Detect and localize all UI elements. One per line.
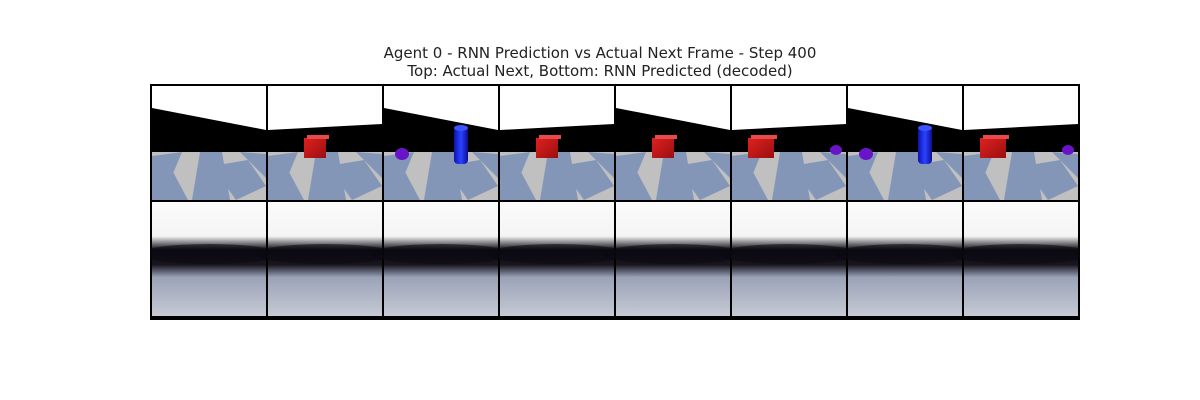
floor-tile [1024,160,1078,200]
red-box-top [307,135,329,139]
floor-tile [676,160,730,200]
floor-tile [308,152,346,200]
floor-tile [268,170,304,200]
actual-frame [616,86,730,200]
frame-grid [150,84,1080,320]
actual-frame [732,86,846,200]
actual-frame [500,86,614,200]
floor-tile [908,160,962,200]
red-box-top [983,135,1009,139]
red-box [304,138,326,158]
floor-tile [240,152,266,178]
actual-frame [964,86,1078,200]
floor-tile [444,160,498,200]
blue-cylinder [454,128,468,164]
floor-tile [540,152,578,200]
predicted-wall-blur [719,244,859,264]
floor-tile [616,170,652,200]
predicted-wall-blur [371,244,511,264]
floor-tile [212,160,266,200]
predicted-frame [835,202,975,316]
floor-tile [792,160,846,200]
floor-tile [848,170,884,200]
floor-tile [560,160,614,200]
red-box-top [539,135,561,139]
predicted-frame [487,202,627,316]
blue-cylinder-top [918,125,932,131]
floor-tile [964,170,1000,200]
purple-sphere [1062,145,1074,155]
figure-title-line1: Agent 0 - RNN Prediction vs Actual Next … [383,44,817,62]
floor-tile [936,152,962,178]
floor-tile [500,170,536,200]
predicted-wall-blur [255,244,395,264]
predicted-frame [603,202,743,316]
predicted-frame [719,202,859,316]
floor-tile [704,152,730,178]
predicted-frame [371,202,511,316]
floor-tile [384,170,420,200]
figure-title-line2: Top: Actual Next, Bottom: RNN Predicted … [407,62,793,80]
floor-tile [888,152,926,200]
predicted-frame [255,202,395,316]
actual-frame [384,86,498,200]
floor-tile [1004,152,1042,200]
floor-tile [732,170,768,200]
floor-tile [1052,152,1078,178]
predicted-wall-blur [150,244,279,264]
floor-tile [192,152,230,200]
floor-tile [656,152,694,200]
red-box-top [655,135,677,139]
actual-frame [152,86,266,200]
predicted-wall-blur [603,244,743,264]
floor-tile [356,152,382,178]
blue-cylinder [918,128,932,164]
red-box-top [751,135,777,139]
purple-sphere [830,145,842,155]
wall [616,108,730,156]
purple-sphere [859,148,873,160]
predicted-wall-blur [835,244,975,264]
predicted-frame [150,202,279,316]
floor-tile [152,170,188,200]
wall [384,108,498,156]
floor-tile [424,152,462,200]
floor-tile [588,152,614,178]
red-box [748,138,774,158]
actual-frame [268,86,382,200]
wall [848,108,962,156]
predicted-wall-blur [951,244,1080,264]
predicted-frame [951,202,1080,316]
floor-tile [820,152,846,178]
actual-frame [848,86,962,200]
purple-sphere [395,148,409,160]
predicted-wall-blur [487,244,627,264]
wall [152,108,266,156]
red-box [980,138,1006,158]
floor-tile [472,152,498,178]
floor-tile [772,152,810,200]
floor-tile [328,160,382,200]
red-box [652,138,674,158]
red-box [536,138,558,158]
blue-cylinder-top [454,125,468,131]
